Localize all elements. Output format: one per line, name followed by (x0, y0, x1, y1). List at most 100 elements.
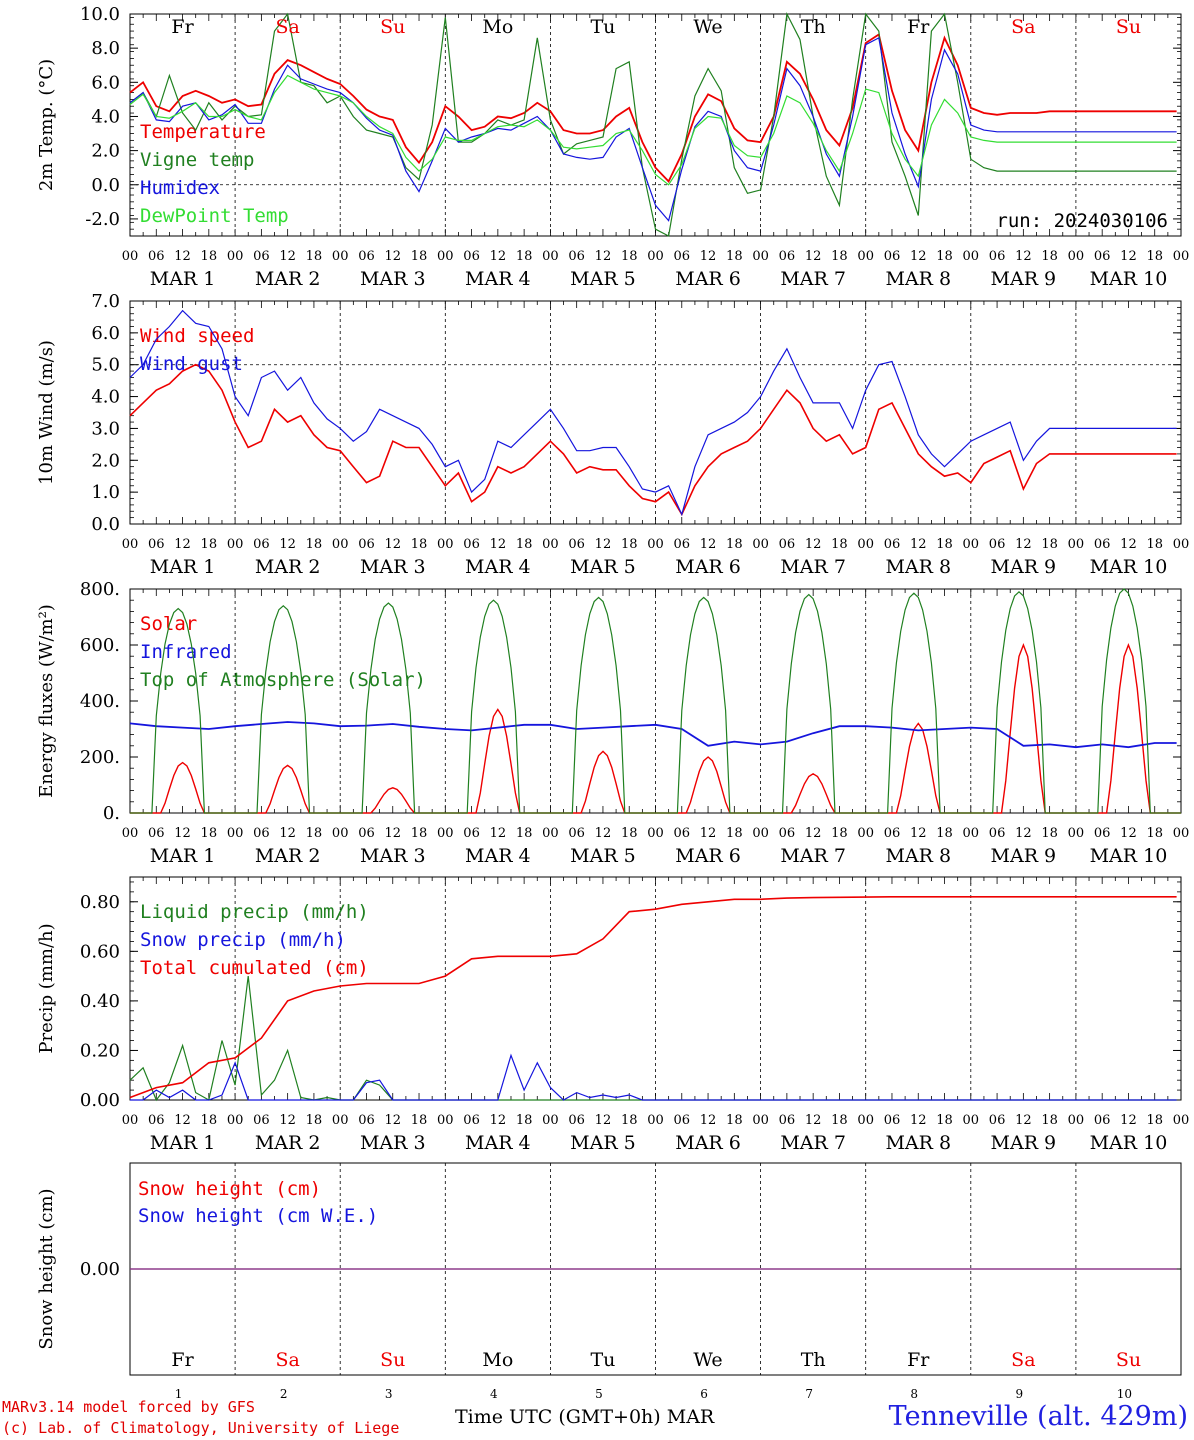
y-axis-title: 2m Temp. (°C) (36, 59, 57, 191)
y-tick-label: 0.80 (80, 892, 120, 913)
date-label: MAR 5 (570, 1132, 636, 1154)
hour-tick-label: 06 (1094, 1113, 1111, 1128)
hour-tick-label: 12 (595, 826, 612, 841)
hour-tick-label: 18 (1041, 826, 1058, 841)
day-number: 6 (700, 1387, 708, 1401)
hour-tick-label: 06 (253, 826, 270, 841)
hour-tick-label: 12 (805, 1113, 822, 1128)
y-tick-label: 6.0 (91, 323, 120, 344)
series-line-top-of-atmosphere-solar- (130, 588, 1181, 814)
hour-tick-label: 18 (306, 249, 323, 264)
hour-tick-label: 18 (306, 1113, 323, 1128)
date-label: MAR 4 (465, 845, 531, 867)
hour-tick-label: 06 (674, 249, 691, 264)
panel-frame-3 (129, 588, 1182, 814)
hour-tick-label: 18 (1146, 537, 1163, 552)
day-name-top: Mo (482, 16, 513, 38)
legend-entry: Snow precip (mm/h) (140, 929, 346, 951)
date-label: MAR 10 (1090, 1132, 1168, 1154)
hour-tick-label: 18 (516, 1113, 533, 1128)
x-axis-label: Time UTC (GMT+0h) (455, 1406, 661, 1428)
date-label: MAR 8 (885, 268, 951, 290)
hour-tick-label: 18 (1041, 249, 1058, 264)
y-tick-label: 0.0 (91, 175, 120, 196)
date-label: MAR 3 (360, 1132, 426, 1154)
hour-tick-label: 00 (752, 1113, 769, 1128)
hour-tick-label: 12 (1015, 537, 1032, 552)
date-label: MAR 8 (885, 1132, 951, 1154)
hour-tick-label: 00 (437, 249, 454, 264)
model-credit: MARv3.14 model forced by GFS (2, 1398, 255, 1416)
hour-tick-label: 06 (463, 537, 480, 552)
hour-tick-label: 06 (463, 1113, 480, 1128)
run-label: run: 2024030106 (996, 210, 1168, 232)
y-tick-label: 0.0 (91, 514, 120, 535)
x-axis-month: MAR (666, 1406, 715, 1428)
hour-tick-label: 12 (1015, 249, 1032, 264)
day-name-top: Tu (590, 16, 615, 38)
date-label: MAR 3 (360, 556, 426, 578)
hour-tick-label: 06 (568, 826, 585, 841)
hour-tick-label: 00 (963, 537, 980, 552)
hour-tick-label: 06 (358, 826, 375, 841)
legend-entry: Humidex (140, 177, 220, 199)
hour-tick-label: 12 (1120, 826, 1137, 841)
hour-tick-label: 00 (647, 826, 664, 841)
hour-tick-label: 06 (568, 537, 585, 552)
hour-tick-label: 18 (726, 826, 743, 841)
y-axis-title: Snow height (cm) (36, 1188, 57, 1349)
date-label: MAR 3 (360, 845, 426, 867)
y-tick-label: 0.20 (80, 1040, 120, 1061)
hour-tick-label: 12 (174, 537, 191, 552)
hour-tick-label: 12 (595, 537, 612, 552)
hour-tick-label: 00 (1173, 1113, 1190, 1128)
hour-tick-label: 18 (411, 1113, 428, 1128)
hour-tick-label: 18 (516, 537, 533, 552)
hour-tick-label: 12 (700, 1113, 717, 1128)
hour-tick-label: 00 (963, 826, 980, 841)
date-label: MAR 9 (991, 268, 1057, 290)
hour-tick-label: 00 (647, 249, 664, 264)
day-name-bottom: Th (801, 1349, 826, 1371)
hour-tick-label: 00 (332, 826, 349, 841)
y-tick-label: 600. (80, 635, 120, 656)
hour-tick-label: 00 (542, 537, 559, 552)
hour-tick-label: 00 (542, 1113, 559, 1128)
hour-tick-label: 12 (1120, 1113, 1137, 1128)
series-line-infrared (129, 721, 1177, 749)
hour-tick-label: 00 (963, 1113, 980, 1128)
date-label: MAR 8 (885, 556, 951, 578)
hour-tick-label: 06 (884, 249, 901, 264)
hour-tick-label: 12 (490, 1113, 507, 1128)
date-label: MAR 6 (675, 268, 741, 290)
hour-tick-label: 06 (779, 826, 796, 841)
hour-tick-label: 06 (674, 826, 691, 841)
hour-tick-label: 12 (805, 826, 822, 841)
day-name-top: We (693, 16, 722, 38)
hour-tick-label: 12 (1015, 1113, 1032, 1128)
hour-tick-label: 06 (463, 826, 480, 841)
hour-tick-label: 18 (1041, 1113, 1058, 1128)
hour-tick-label: 00 (227, 537, 244, 552)
hour-tick-label: 18 (831, 249, 848, 264)
hour-tick-label: 18 (306, 826, 323, 841)
hour-tick-label: 12 (910, 1113, 927, 1128)
legend-entry: Infrared (140, 641, 232, 663)
hour-tick-label: 00 (542, 826, 559, 841)
y-axis-title: Precip (mm/h) (36, 923, 57, 1053)
day-name-bottom: Sa (1011, 1349, 1035, 1371)
hour-tick-label: 18 (621, 1113, 638, 1128)
date-label: MAR 5 (570, 556, 636, 578)
day-name-top: Fr (171, 16, 194, 38)
series-line-wind-speed (129, 363, 1177, 517)
hour-tick-label: 06 (148, 249, 165, 264)
day-number: 9 (1016, 1387, 1024, 1401)
hour-tick-label: 12 (910, 826, 927, 841)
hour-tick-label: 12 (174, 826, 191, 841)
hour-tick-label: 06 (989, 249, 1006, 264)
legend-entry: Temperature (140, 121, 266, 143)
hour-tick-label: 18 (201, 1113, 218, 1128)
hour-tick-label: 18 (1146, 249, 1163, 264)
hour-tick-label: 06 (358, 537, 375, 552)
hour-tick-label: 00 (857, 1113, 874, 1128)
